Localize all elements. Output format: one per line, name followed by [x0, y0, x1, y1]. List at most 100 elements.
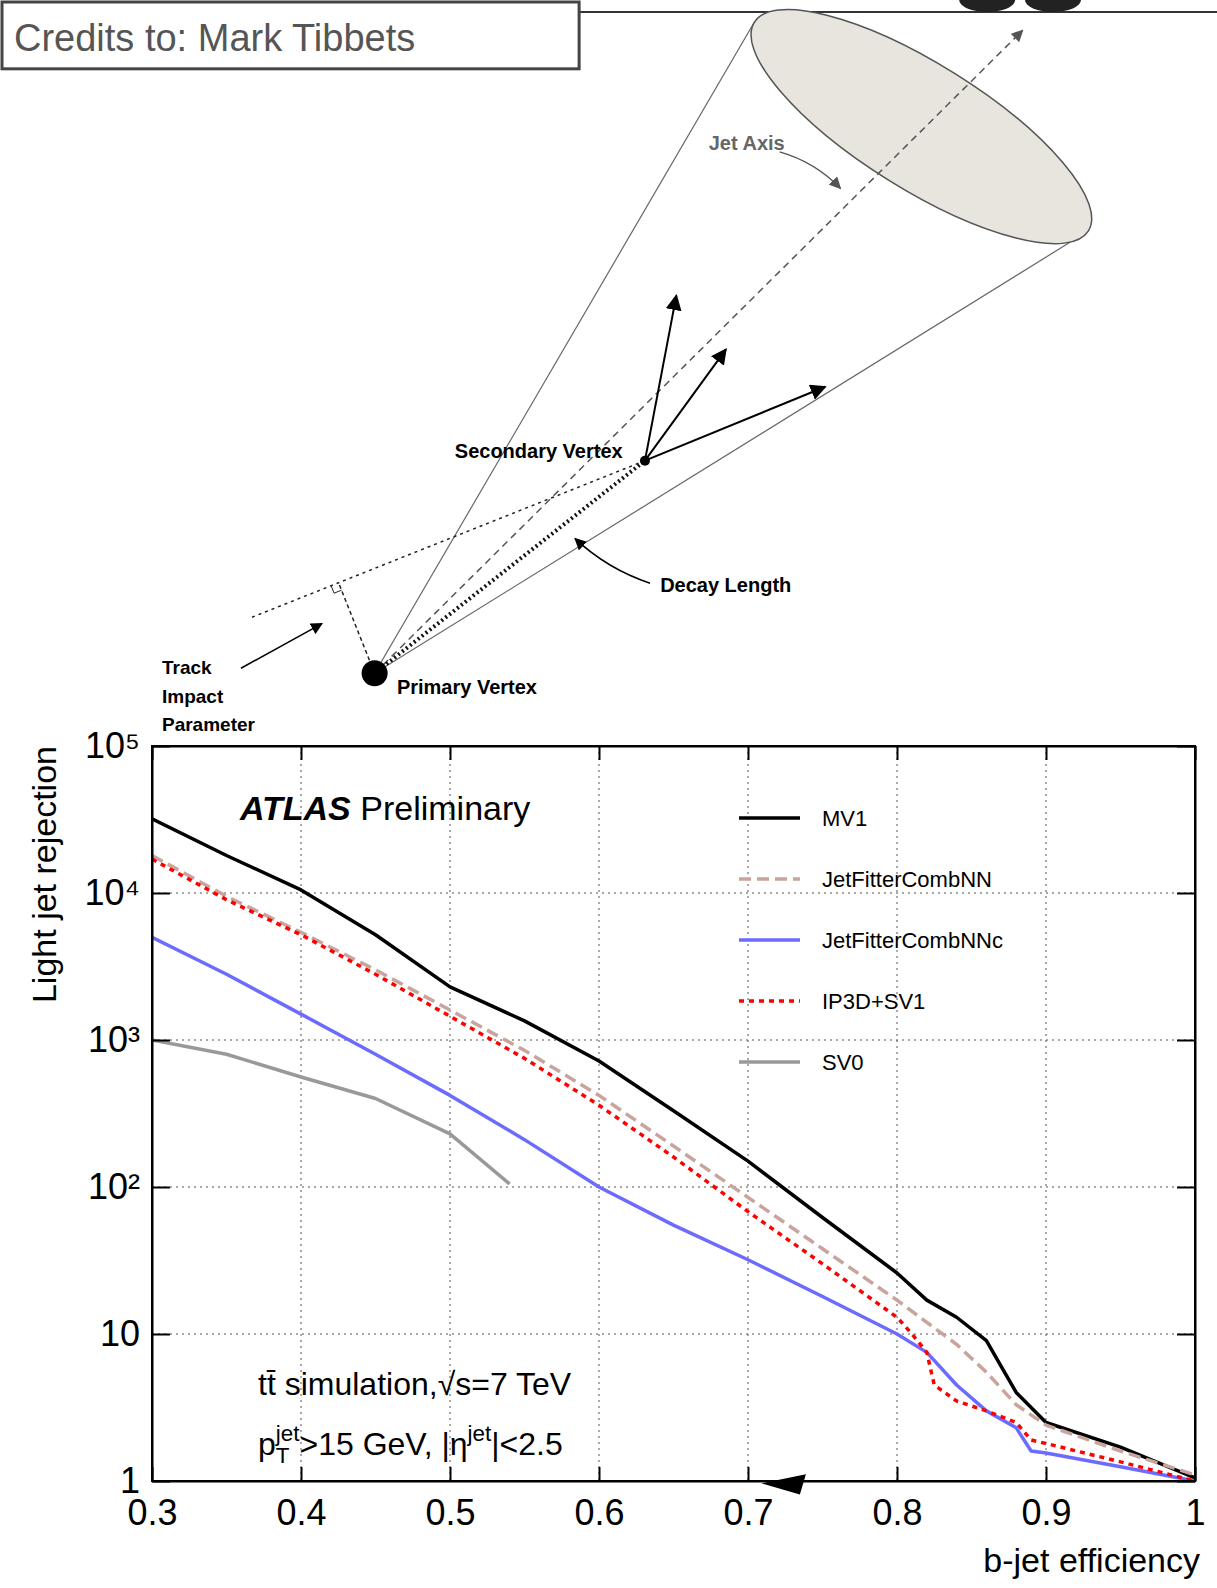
tick	[1046, 746, 1047, 760]
tick-label: 10⁴	[84, 872, 140, 913]
tick: 10⁴	[84, 872, 170, 913]
credit-box	[2, 2, 579, 69]
legend: MV1 JetFitterCombNN JetFitterCombNNc IP3D+S…	[739, 806, 1003, 1075]
tick-label: 0.9	[1021, 1492, 1071, 1533]
decay-length-pointer	[575, 539, 650, 584]
jet-axis-label: Jet Axis	[709, 132, 785, 154]
tick-mark	[1046, 1467, 1048, 1481]
tick-mark	[152, 893, 170, 895]
series-line	[152, 859, 1195, 1481]
x-axis-top	[153, 746, 1196, 760]
legend-key	[739, 938, 800, 942]
diagram: Credits to: Mark TibbetsJet AxisSecondar…	[2, 0, 1217, 735]
tick: 0.4	[276, 1467, 326, 1533]
tick-label: 1	[120, 1460, 140, 1501]
tick: 0.7	[723, 1467, 773, 1533]
chart: 0.30.40.50.60.70.80.9111010²10³10⁴10⁵b-j…	[25, 725, 1206, 1579]
tick	[1177, 1187, 1195, 1188]
tick-mark	[301, 1467, 303, 1481]
grid-line	[152, 1187, 1195, 1188]
tick-mark	[1177, 893, 1195, 895]
annotation-sup: jet	[467, 1421, 492, 1446]
annotation-text: |<2.5	[491, 1426, 562, 1462]
secondary-vertex	[640, 456, 650, 466]
jet-axis-pointer	[780, 152, 841, 188]
impact-parameter-pointer	[241, 624, 322, 669]
tick-label: 0.6	[574, 1492, 624, 1533]
right-angle	[331, 586, 341, 593]
track	[645, 387, 825, 461]
legend-item: JetFitterCombNNc	[739, 928, 1003, 953]
title-part: Preliminary	[351, 789, 530, 827]
tick-label: 10	[100, 1313, 140, 1354]
annotation-text: >15 GeV, |η	[299, 1426, 467, 1462]
grid-line	[152, 1040, 1195, 1041]
annotation-sub: T	[276, 1443, 290, 1468]
legend-key	[739, 999, 800, 1003]
tick-mark	[599, 1467, 601, 1481]
grid-line	[1046, 746, 1047, 1481]
tick-mark	[152, 1040, 170, 1042]
tick: 10²	[88, 1166, 170, 1207]
title-part: ATLAS	[239, 789, 351, 827]
page: Credits to: Mark TibbetsJet AxisSecondar…	[0, 0, 1217, 1588]
y-axis-title: Light jet rejection	[25, 746, 63, 1003]
title: ATLAS Preliminary	[239, 789, 530, 827]
impact-parameter-label: Track	[162, 657, 212, 678]
tick-mark	[450, 746, 452, 760]
tick-mark	[152, 1187, 170, 1189]
plot-background	[152, 746, 1195, 1481]
primary-vertex	[362, 660, 388, 686]
tick-mark	[450, 1467, 452, 1481]
tick-label: 10²	[88, 1166, 140, 1207]
tick-label: 10³	[88, 1019, 140, 1060]
impact-parameter-label: Parameter	[162, 714, 256, 735]
secondary-vertex-label: Secondary Vertex	[455, 440, 623, 462]
tick-mark	[1177, 1040, 1195, 1042]
grid-line	[599, 746, 600, 1481]
tick	[748, 746, 749, 760]
annotation-sup: jet	[275, 1421, 300, 1446]
track	[645, 296, 676, 461]
tick-mark	[1046, 746, 1048, 760]
tick	[1177, 893, 1195, 894]
y-axis: 11010²10³10⁴10⁵	[84, 725, 170, 1501]
tick-mark	[748, 1467, 750, 1481]
tick	[599, 746, 600, 760]
impact-parameter-label: Impact	[162, 686, 224, 707]
pointer-arrow	[761, 1474, 806, 1494]
tick-mark	[152, 1334, 170, 1336]
legend-item: SV0	[739, 1050, 864, 1075]
y-axis-right	[1177, 747, 1196, 1482]
legend-label: JetFitterCombNN	[822, 867, 992, 892]
tick: 0.6	[574, 1467, 624, 1533]
series-line	[152, 937, 1195, 1481]
series-line	[152, 855, 1195, 1474]
decay-length-label: Decay Length	[660, 574, 791, 596]
impact-parameter	[339, 583, 375, 674]
legend-label: MV1	[822, 806, 867, 831]
series-group	[152, 819, 1195, 1481]
tick	[301, 746, 302, 760]
primary-vertex-label: Primary Vertex	[397, 676, 537, 698]
tick	[450, 746, 451, 760]
cropped-shape	[1025, 0, 1081, 12]
tick-mark	[1177, 1334, 1195, 1336]
legend-item: IP3D+SV1	[739, 989, 925, 1014]
annotation: tt̄ simulation,√s=7 TeV	[258, 1366, 572, 1402]
legend-key	[739, 1060, 800, 1064]
series-line	[152, 819, 1195, 1478]
track-extrapolation	[251, 461, 645, 618]
legend-key	[739, 816, 800, 820]
grid-line	[897, 746, 898, 1481]
top-rule	[579, 11, 1217, 13]
cropped-shape	[959, 0, 1015, 12]
legend-label: SV0	[822, 1050, 864, 1075]
series-line	[152, 1040, 510, 1184]
tick	[897, 746, 898, 760]
tick-mark	[301, 746, 303, 760]
x-axis: 0.30.40.50.60.70.80.91	[127, 1467, 1205, 1533]
annotation: pTjet>15 GeV, |ηjet|<2.5	[258, 1421, 563, 1468]
tick: 10	[100, 1313, 170, 1354]
tick-label: 1	[1185, 1492, 1205, 1533]
